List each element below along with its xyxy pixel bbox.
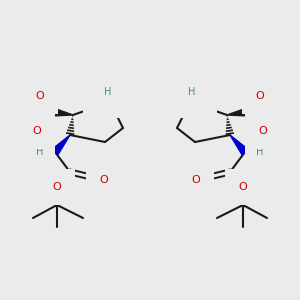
Text: O: O bbox=[259, 126, 267, 136]
Text: O: O bbox=[36, 91, 44, 101]
Text: O: O bbox=[33, 126, 41, 136]
Polygon shape bbox=[52, 108, 73, 116]
Polygon shape bbox=[227, 108, 247, 116]
Text: H: H bbox=[104, 87, 112, 97]
Text: O: O bbox=[238, 182, 247, 192]
Polygon shape bbox=[230, 135, 248, 154]
Text: H: H bbox=[256, 147, 264, 157]
Text: O: O bbox=[52, 182, 62, 192]
Text: O: O bbox=[100, 175, 108, 185]
Text: N: N bbox=[195, 95, 203, 105]
Text: O: O bbox=[192, 175, 200, 185]
Text: N: N bbox=[97, 95, 105, 105]
Text: H: H bbox=[188, 87, 196, 97]
Text: H: H bbox=[36, 147, 44, 157]
Polygon shape bbox=[52, 135, 70, 154]
Text: O: O bbox=[256, 91, 264, 101]
